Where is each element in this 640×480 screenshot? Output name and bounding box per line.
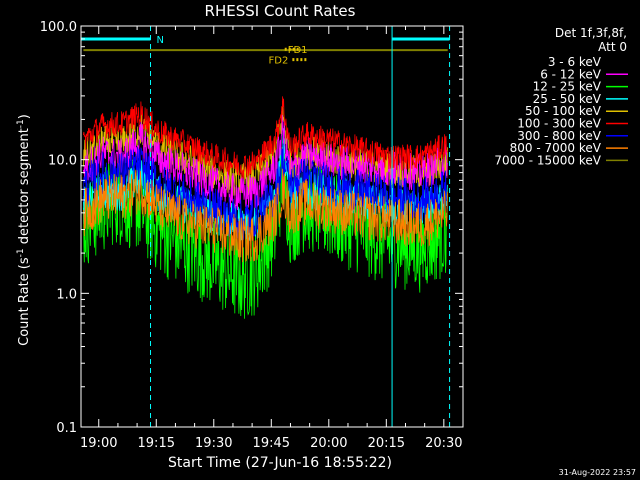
legend-entry-label: 300 - 800 keV bbox=[517, 129, 601, 143]
y-axis-label-sup: -1 bbox=[16, 119, 26, 128]
x-tick-label: 20:15 bbox=[368, 436, 405, 451]
y-tick-label: 1.0 bbox=[56, 287, 77, 302]
series-line bbox=[83, 100, 448, 197]
legend-entry-label: 6 - 12 keV bbox=[540, 67, 602, 81]
y-axis-label: Count Rate (s-1 detector segment-1) bbox=[16, 114, 32, 346]
series-line bbox=[83, 168, 448, 263]
x-axis-label: Start Time (27-Jun-16 18:55:22) bbox=[168, 455, 392, 471]
y-tick-label: 0.1 bbox=[56, 421, 77, 436]
legend-entry-label: 25 - 50 keV bbox=[533, 92, 602, 106]
legend-entry-label: 3 - 6 keV bbox=[548, 55, 602, 69]
y-tick-label: 100.0 bbox=[40, 20, 77, 35]
legend-entry-label: 50 - 100 keV bbox=[525, 104, 602, 118]
x-tick-label: 19:45 bbox=[253, 436, 290, 451]
series-line bbox=[83, 96, 448, 179]
y-axis-label-part: ) bbox=[17, 114, 32, 119]
axis-ticks-group: 0.1 1.0 10.0 100.0 19:00 19:15 19:30 19:45 20:00… bbox=[40, 20, 464, 451]
y-axis-label-part: Count Rate (s bbox=[17, 257, 32, 346]
timestamp: 31-Aug-2022 23:57 bbox=[559, 468, 636, 477]
flag-label: N bbox=[157, 35, 164, 46]
flag-label: FD2 bbox=[269, 56, 289, 67]
plot-series-group bbox=[83, 49, 448, 340]
legend-header-attenuator: Att 0 bbox=[598, 40, 627, 54]
plot-frame bbox=[80, 25, 464, 428]
legend-entry-label: 800 - 7000 keV bbox=[510, 141, 602, 155]
legend-entry-label: 100 - 300 keV bbox=[517, 117, 601, 131]
x-tick-label: 20:30 bbox=[425, 436, 462, 451]
x-tick-label: 19:15 bbox=[138, 436, 175, 451]
legend-entry-label: 7000 - 15000 keV bbox=[494, 153, 601, 167]
y-tick-label: 10.0 bbox=[48, 154, 77, 169]
chart-title: RHESSI Count Rates bbox=[205, 2, 356, 20]
flag-label: FD1 bbox=[288, 45, 308, 56]
x-tick-label: 19:30 bbox=[195, 436, 232, 451]
legend-entry-label: 12 - 25 keV bbox=[533, 80, 602, 94]
y-axis-label-part: detector segment bbox=[17, 128, 32, 248]
x-tick-label: 19:00 bbox=[80, 436, 117, 451]
series-line bbox=[83, 143, 448, 240]
x-tick-label: 20:00 bbox=[310, 436, 347, 451]
legend-header-detectors: Det 1f,3f,8f, bbox=[555, 26, 627, 40]
y-axis-label-sup: -1 bbox=[16, 248, 26, 257]
